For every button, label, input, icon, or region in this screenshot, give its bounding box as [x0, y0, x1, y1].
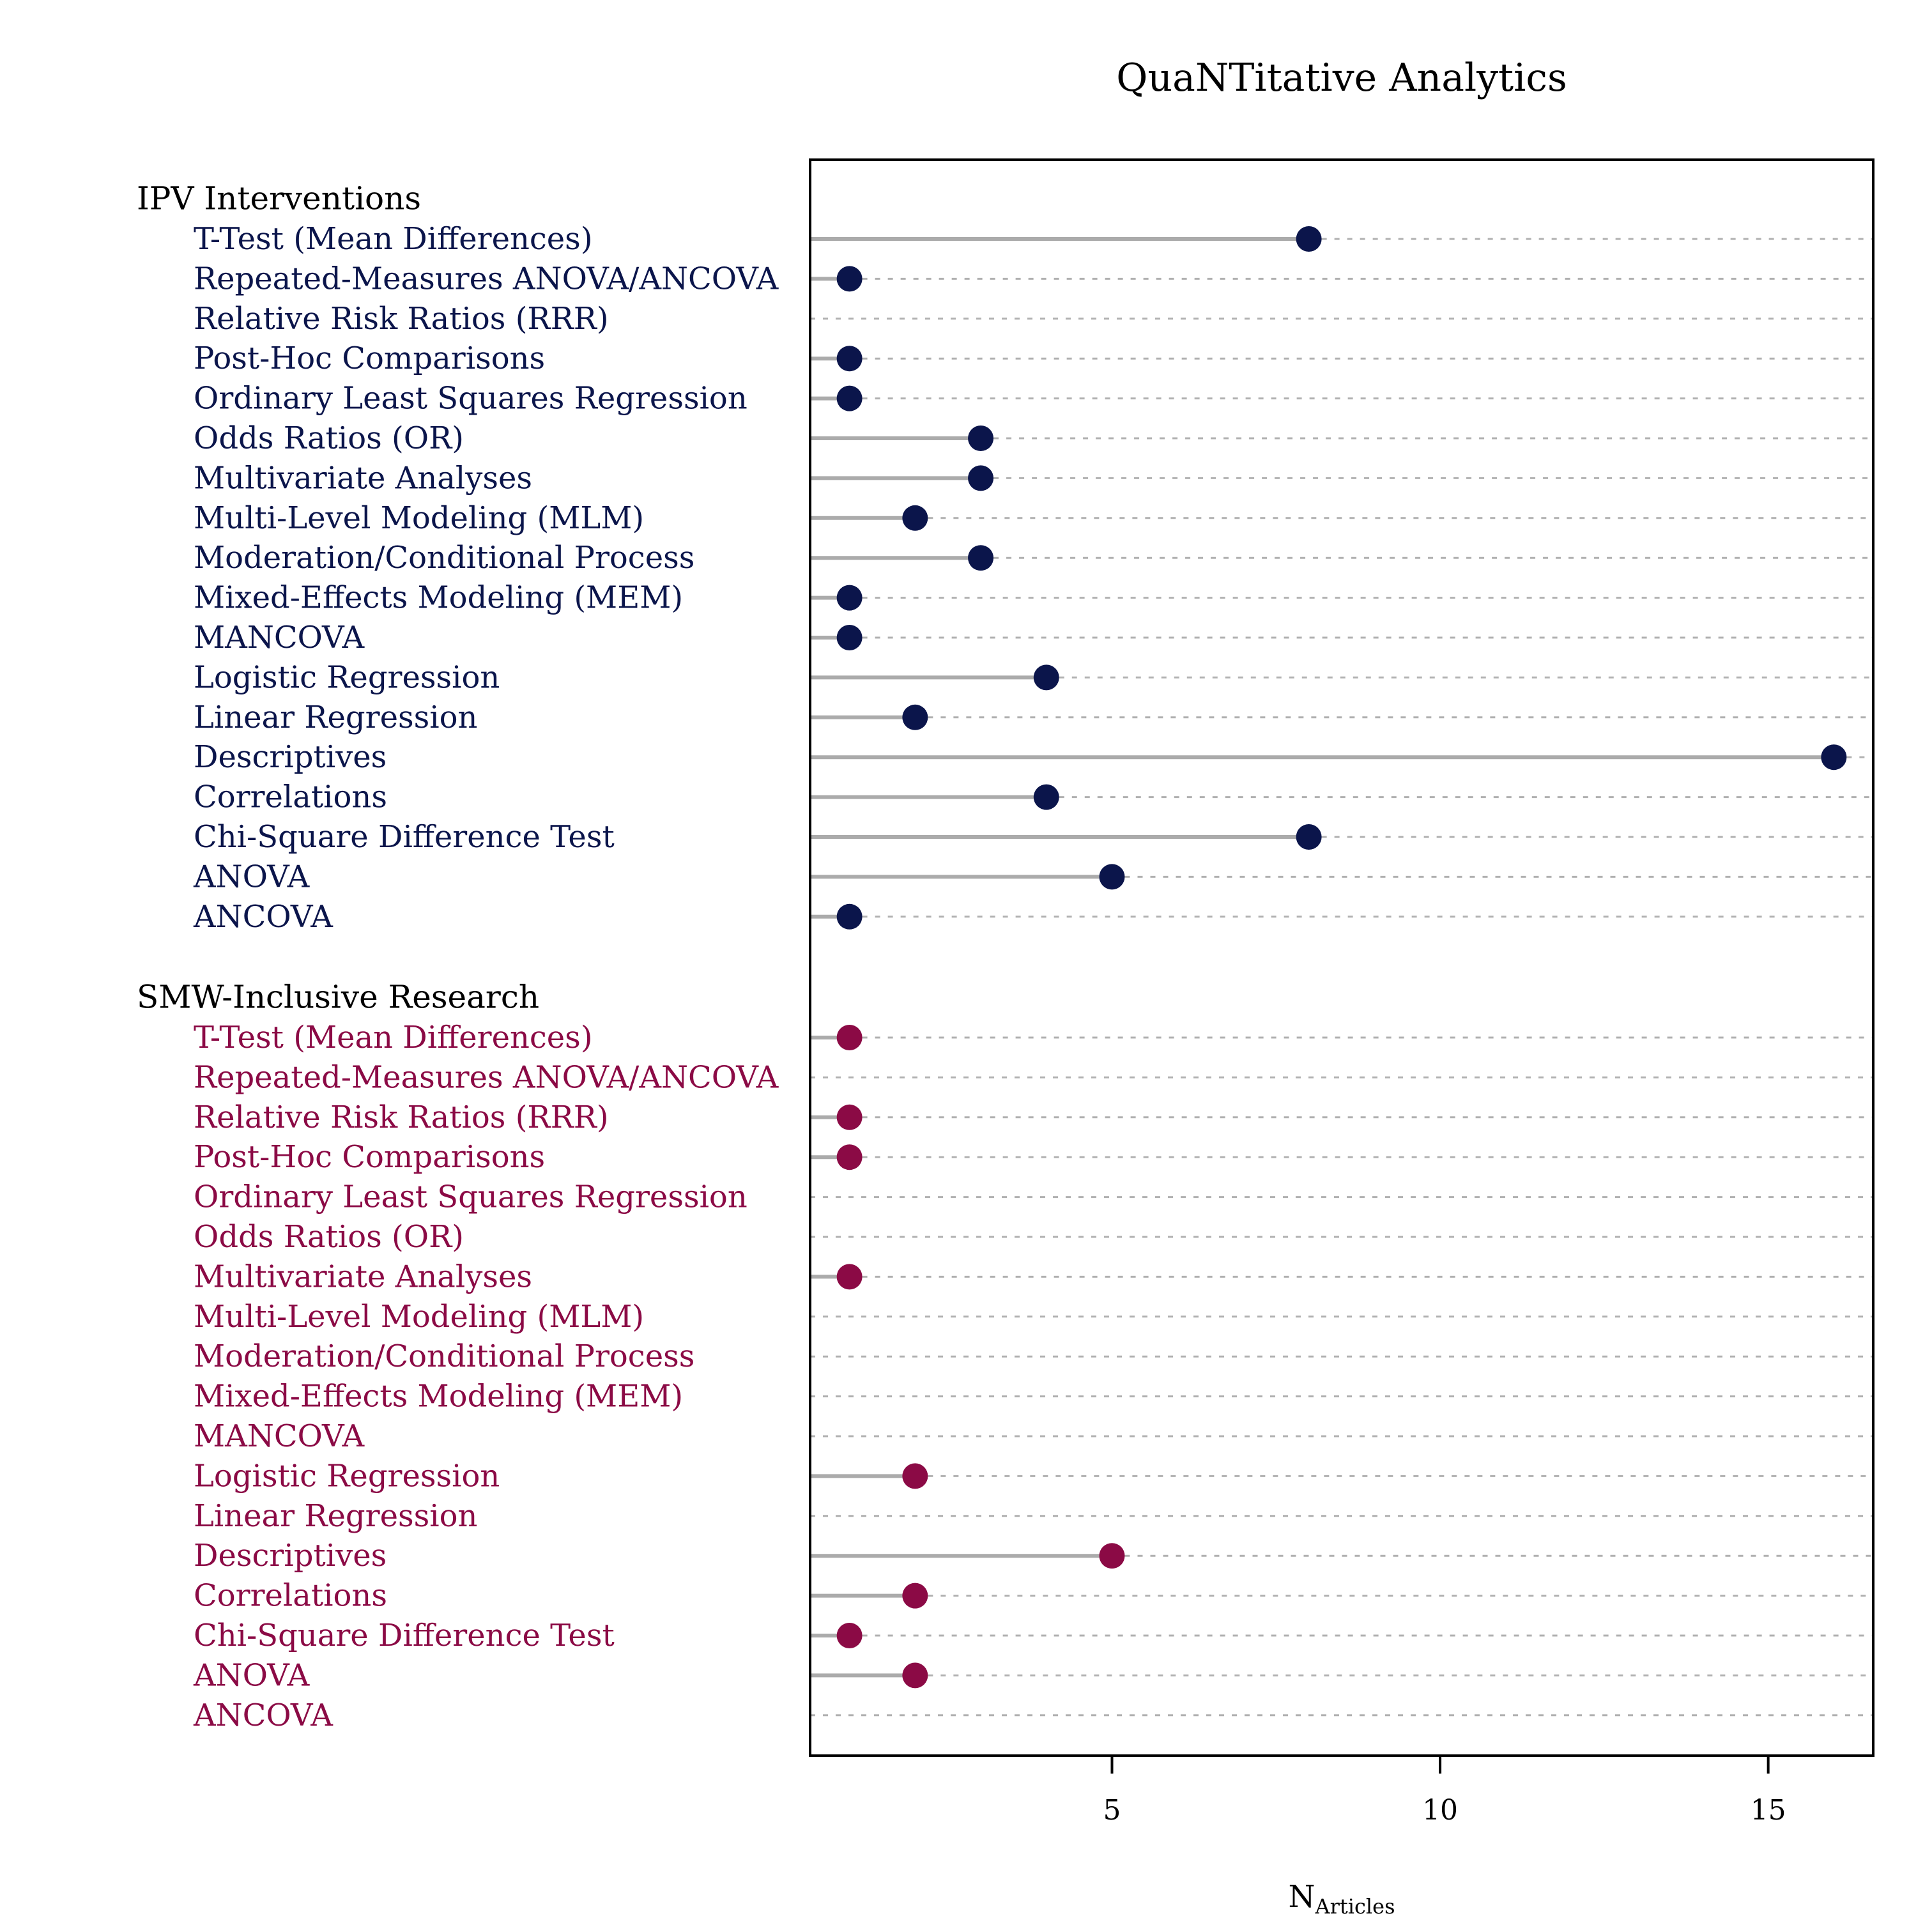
group-label: SMW-Inclusive Research [137, 979, 539, 1016]
row-label: ANCOVA [193, 899, 334, 935]
row-label: Logistic Regression [194, 1458, 500, 1494]
x-axis: 5 10 15 [1103, 1756, 1786, 1827]
row-label: Relative Risk Ratios (RRR) [194, 1100, 609, 1135]
row-label: Moderation/Conditional Process [194, 540, 694, 576]
row-label: Post-Hoc Comparisons [194, 1139, 545, 1175]
data-point [836, 903, 862, 930]
row-label: Mixed-Effects Modeling (MEM) [194, 1379, 683, 1414]
row-label: Post-Hoc Comparisons [194, 341, 545, 376]
data-point [836, 385, 862, 411]
row-label: MANCOVA [194, 620, 365, 656]
data-point [902, 1463, 928, 1489]
row-label: Multi-Level Modeling (MLM) [194, 1299, 644, 1335]
plot-frame [809, 158, 1874, 1757]
data-point [836, 1144, 862, 1170]
group-label: IPV Interventions [137, 180, 421, 217]
data-point [902, 1583, 928, 1609]
x-tick-label: 10 [1422, 1794, 1458, 1827]
row-label: Ordinary Least Squares Regression [194, 381, 747, 417]
row-label: Odds Ratios (OR) [194, 1219, 464, 1255]
data-point [1033, 664, 1059, 691]
data-point [1296, 824, 1322, 850]
data-point [902, 704, 928, 730]
row-label: Ordinary Least Squares Regression [194, 1179, 747, 1215]
row-label: Logistic Regression [194, 659, 500, 695]
row-label: Correlations [194, 1578, 387, 1614]
row-label: Mixed-Effects Modeling (MEM) [194, 580, 683, 616]
row-label: Repeated-Measures ANOVA/ANCOVA [194, 1059, 779, 1095]
data-point [1033, 784, 1059, 810]
data-point [968, 425, 994, 451]
row-label: Linear Regression [194, 700, 477, 735]
data-point [1099, 1543, 1125, 1569]
row-label: Multi-Level Modeling (MLM) [194, 500, 644, 536]
row-label: ANCOVA [193, 1698, 334, 1733]
row-label: Correlations [194, 779, 387, 815]
grid-lines [810, 238, 1873, 1717]
data-point [1821, 744, 1847, 770]
data-point [836, 266, 862, 292]
row-label: Odds Ratios (OR) [194, 420, 464, 456]
data-point [836, 346, 862, 372]
data-point [1099, 864, 1125, 890]
row-label: T-Test (Mean Differences) [194, 1020, 593, 1055]
data-points [836, 226, 1847, 1689]
x-tick-label: 15 [1751, 1794, 1786, 1827]
data-point [836, 1025, 862, 1050]
data-point [836, 1623, 862, 1648]
data-point [968, 465, 994, 491]
data-point [902, 1662, 928, 1689]
data-point [836, 585, 862, 611]
row-label: ANOVA [193, 1657, 310, 1693]
data-point [836, 1264, 862, 1290]
row-label: Repeated-Measures ANOVA/ANCOVA [194, 261, 779, 296]
row-label: Chi-Square Difference Test [194, 1618, 615, 1653]
data-point [1296, 226, 1322, 252]
x-axis-label: NArticles [1288, 1879, 1395, 1919]
row-labels: IPV Interventions T-Test (Mean Difference… [137, 180, 779, 1733]
chart-title: QuaNTitative Analytics [1116, 56, 1567, 100]
x-tick-label: 5 [1103, 1794, 1121, 1827]
data-point [902, 505, 928, 531]
row-label: Linear Regression [194, 1498, 477, 1534]
row-label: Moderation/Conditional Process [194, 1338, 694, 1374]
data-point [836, 1104, 862, 1130]
row-label: ANOVA [193, 859, 310, 894]
data-point [836, 625, 862, 650]
row-label: Relative Risk Ratios (RRR) [194, 301, 609, 337]
row-label: Multivariate Analyses [194, 1259, 532, 1294]
row-label: Descriptives [194, 739, 387, 775]
row-label: MANCOVA [194, 1418, 365, 1454]
lollipop-stems [810, 237, 1834, 1678]
data-point [968, 545, 994, 571]
row-label: Chi-Square Difference Test [194, 819, 615, 855]
row-label: Descriptives [194, 1538, 387, 1574]
row-label: T-Test (Mean Differences) [194, 221, 593, 257]
row-label: Multivariate Analyses [194, 460, 532, 496]
